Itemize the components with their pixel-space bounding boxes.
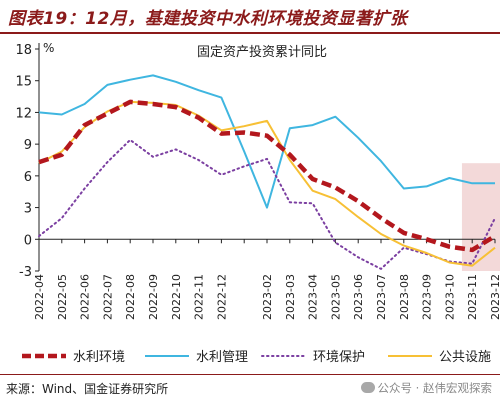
legend-label: 环境保护 [313, 350, 365, 365]
y-tick-label: 18 [15, 43, 32, 58]
x-tick-label: 2023-07 [375, 274, 388, 320]
x-tick-label: 2023-04 [307, 274, 320, 320]
series-line-2 [38, 74, 495, 209]
y-tick-label: 0 [24, 233, 32, 248]
watermark-text: 公众号 · 赵伟宏观探索 [377, 381, 492, 395]
series-line-1 [38, 99, 497, 253]
page-title: 图表19：12月，基建投资中水利环境投资显著扩张 [8, 9, 408, 29]
x-tick-label: 2023-08 [398, 274, 411, 320]
legend: 水利环境 水利管理 环境保护 公共设施 [22, 350, 491, 365]
y-tick-label: 9 [24, 138, 32, 153]
x-tick-label: 2023-11 [466, 274, 479, 320]
header: 图表19：12月，基建投资中水利环境投资显著扩张 [0, 0, 500, 32]
chart-title: 固定资产投资累计同比 [197, 44, 327, 60]
x-tick-label: 2023-02 [261, 274, 274, 320]
series-line-3 [38, 138, 496, 270]
axes: -3 0 3 6 9 12 15 18 2022-04 2022-05 2022-06 2022-07… [15, 43, 500, 320]
x-tick-label: 2022-12 [215, 274, 228, 320]
x-tick-label: 2022-08 [124, 274, 137, 320]
y-axis-unit: % [43, 41, 54, 55]
x-tick-label: 2022-05 [56, 274, 69, 320]
x-tick-label: 2023-09 [421, 274, 434, 320]
legend-label: 水利管理 [196, 350, 248, 365]
x-tick-label: 2022-10 [170, 274, 183, 320]
title-divider [0, 32, 500, 34]
y-tick-label: 6 [24, 170, 32, 185]
highlight-shade [461, 163, 500, 271]
x-tick-label: 2022-07 [101, 274, 114, 320]
y-tick-label: 15 [15, 75, 32, 90]
x-tick-label: 2022-11 [193, 274, 206, 320]
x-tick-label: 2023-03 [284, 274, 297, 320]
x-tick-label: 2023-06 [352, 274, 365, 320]
watermark: 公众号 · 赵伟宏观探索 [360, 380, 492, 396]
x-tick-label: 2023-05 [329, 274, 342, 320]
source-note: 来源：Wind、国金证券研究所 [6, 382, 169, 396]
y-tick-label: 3 [24, 202, 32, 217]
y-tick-label: 12 [15, 106, 32, 121]
legend-label: 水利环境 [73, 350, 125, 365]
x-tick-label: 2023-12 [489, 274, 500, 320]
x-tick-label: 2022-06 [79, 274, 92, 320]
x-tick-label: 2022-04 [33, 274, 46, 320]
wechat-icon [360, 382, 375, 393]
footer-divider [0, 374, 500, 375]
x-tick-label: 2022-09 [147, 274, 160, 320]
line-chart: 固定资产投资累计同比 % -3 0 3 6 9 12 15 18 2022-04 2022-05 2… [15, 41, 500, 365]
x-tick-label: 2023-10 [443, 274, 456, 320]
legend-label: 公共设施 [439, 350, 491, 365]
y-tick-label: -3 [19, 265, 32, 280]
series-lines [38, 74, 497, 270]
